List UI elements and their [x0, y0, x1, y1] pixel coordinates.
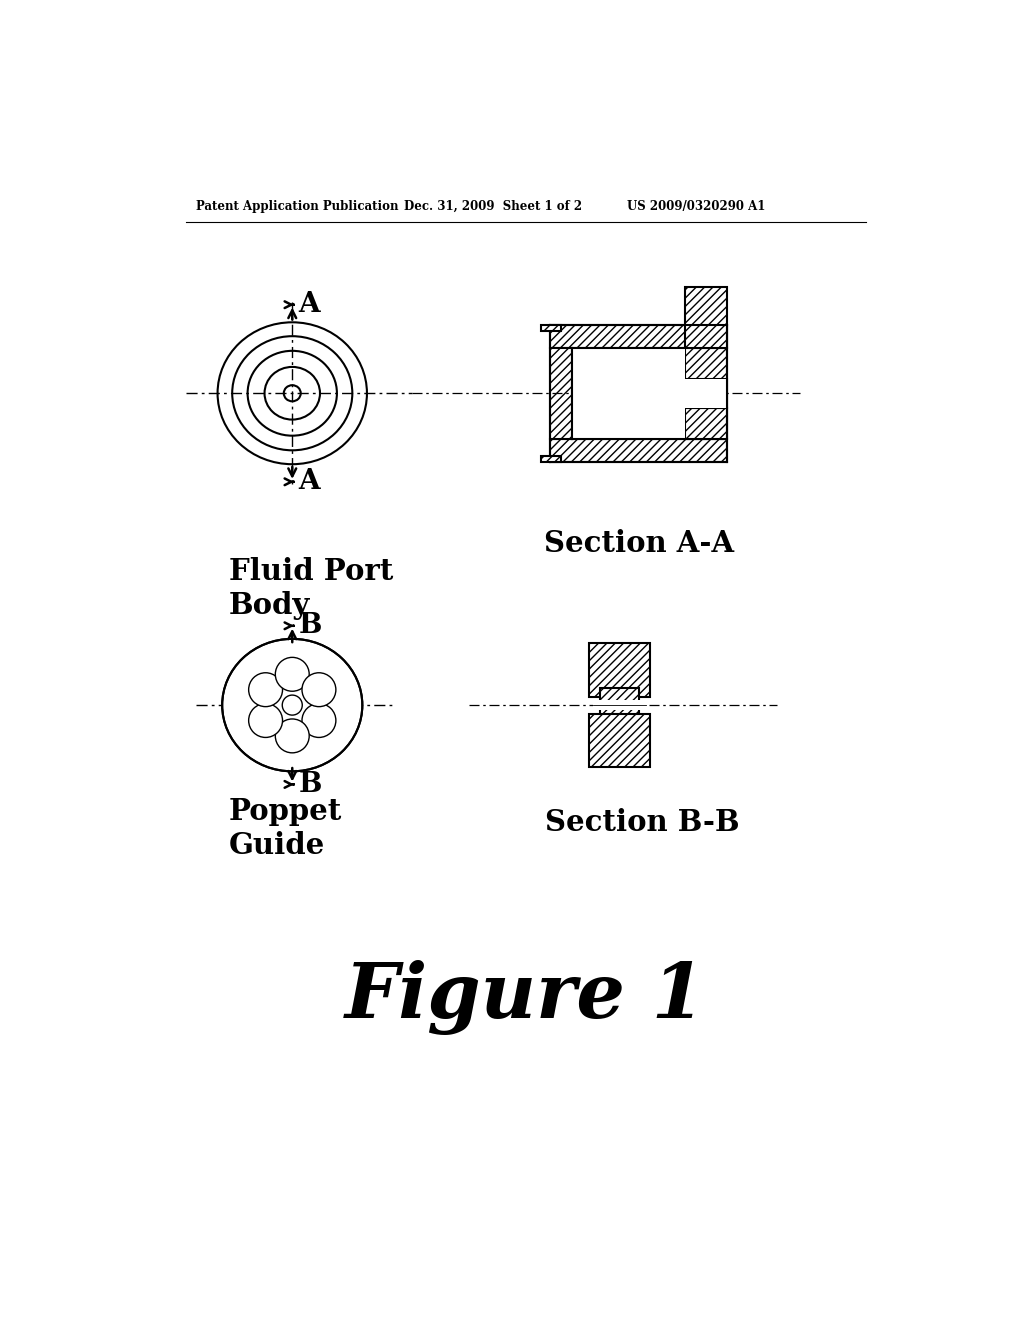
- Bar: [590, 714, 649, 767]
- Text: Section B-B: Section B-B: [546, 808, 740, 837]
- Bar: [662, 379, 727, 408]
- Bar: [541, 325, 561, 331]
- Bar: [550, 325, 727, 348]
- Bar: [571, 348, 685, 438]
- Text: B: B: [298, 612, 322, 639]
- Circle shape: [275, 719, 309, 752]
- Text: Patent Application Publication: Patent Application Publication: [196, 199, 398, 213]
- Bar: [600, 705, 639, 715]
- Bar: [541, 455, 561, 462]
- Text: Dec. 31, 2009  Sheet 1 of 2: Dec. 31, 2009 Sheet 1 of 2: [403, 199, 582, 213]
- Text: Poppet
Guide: Poppet Guide: [229, 797, 342, 861]
- Text: B: B: [298, 771, 322, 797]
- Circle shape: [302, 704, 336, 738]
- Circle shape: [249, 673, 283, 706]
- Circle shape: [275, 657, 309, 692]
- Ellipse shape: [222, 639, 362, 771]
- Circle shape: [249, 704, 283, 738]
- Circle shape: [283, 696, 302, 715]
- Text: Section A-A: Section A-A: [544, 529, 734, 558]
- Bar: [597, 701, 642, 710]
- Bar: [666, 385, 685, 393]
- Bar: [550, 438, 727, 462]
- Text: Fluid Port
Body: Fluid Port Body: [229, 557, 393, 620]
- Bar: [593, 702, 646, 708]
- Bar: [550, 348, 571, 438]
- Bar: [685, 348, 727, 438]
- Text: Figure 1: Figure 1: [344, 960, 706, 1035]
- Bar: [600, 688, 639, 705]
- Text: A: A: [298, 292, 321, 318]
- Text: US 2009/0320290 A1: US 2009/0320290 A1: [628, 199, 766, 213]
- Bar: [662, 379, 727, 408]
- Bar: [590, 643, 649, 697]
- Text: A: A: [298, 469, 321, 495]
- Bar: [685, 286, 727, 348]
- Circle shape: [302, 673, 336, 706]
- Bar: [685, 408, 727, 438]
